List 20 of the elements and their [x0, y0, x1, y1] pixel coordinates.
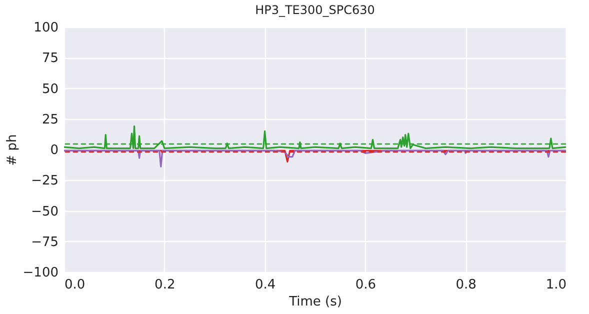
x-tick-label: 0.4	[254, 278, 276, 292]
y-tick-label: 0	[50, 143, 58, 158]
y-tick-label: 100	[34, 20, 58, 36]
x-tick-label: 0.6	[355, 278, 376, 292]
line-series	[63, 125, 567, 150]
y-tick-label: −75	[31, 234, 58, 250]
y-tick-label: 75	[42, 51, 58, 66]
x-tick-label: 1.0	[546, 278, 566, 292]
y-tick-label: 50	[42, 82, 58, 97]
y-tick-label: −50	[31, 204, 58, 220]
x-tick-label: 0.8	[456, 278, 476, 292]
y-axis-title: # ph	[4, 134, 20, 166]
line-series	[63, 150, 567, 168]
x-tick-label: 0.0	[64, 278, 86, 292]
y-tick-label: −100	[22, 266, 58, 280]
x-axis-title: Time (s)	[288, 294, 342, 310]
y-tick-label: 25	[42, 112, 58, 128]
y-tick-label: −25	[31, 174, 58, 189]
chart-title: HP3_TE300_SPC630	[255, 3, 375, 17]
x-tick-label: 0.2	[154, 278, 176, 292]
